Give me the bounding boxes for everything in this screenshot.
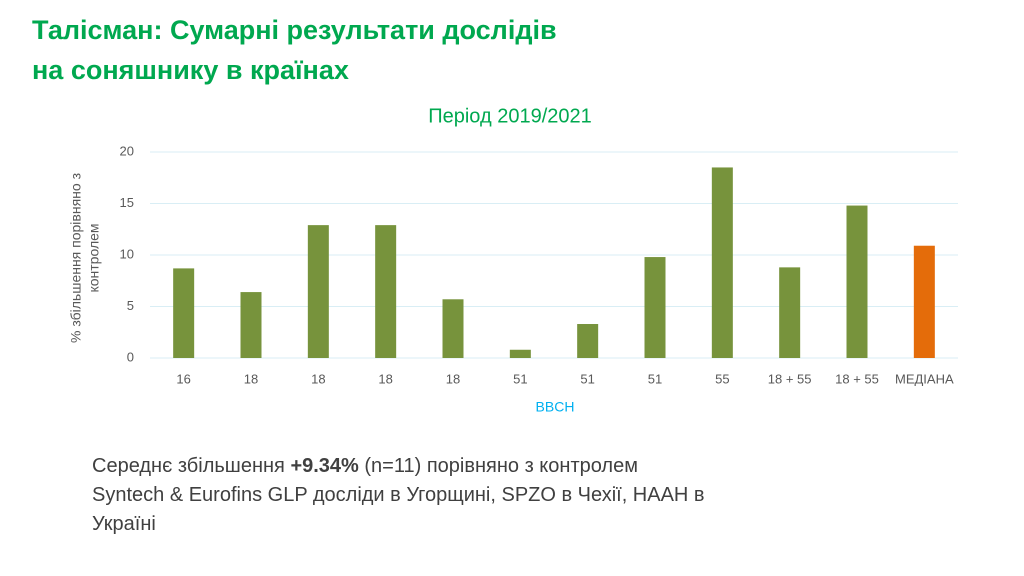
bar (913, 245, 935, 358)
notes: Середнє збільшення +9.34% (n=11) порівня… (92, 452, 732, 539)
bar (577, 324, 599, 358)
note-text: Середнє збільшення (92, 455, 291, 477)
x-tick-label: 18 (244, 371, 258, 386)
y-axis-title: % збільшення порівняно з контролем (68, 173, 102, 343)
y-axis-title-line: % збільшення порівняно з (68, 173, 84, 343)
slide-title: Талісман: Сумарні результати дослідів на… (32, 10, 557, 90)
y-tick-label: 0 (127, 349, 134, 364)
x-tick-label: 18 + 55 (768, 371, 812, 386)
x-tick-label: 55 (715, 371, 729, 386)
bar (240, 292, 262, 358)
bar (173, 268, 195, 358)
title-line: Талісман: Сумарні результати дослідів (32, 15, 557, 45)
bar (509, 349, 531, 358)
bar (779, 267, 801, 358)
x-tick-label: 18 (378, 371, 392, 386)
bar (307, 225, 329, 358)
y-tick-label: 10 (120, 246, 134, 261)
chart-subtitle: Період 2019/2021 (428, 105, 592, 127)
y-tick-label: 20 (120, 143, 134, 158)
bar (846, 205, 868, 358)
y-tick-label: 15 (120, 195, 134, 210)
note-text: +9.34% (290, 455, 359, 477)
bar (644, 257, 666, 358)
y-axis-title-line: контролем (86, 223, 102, 292)
x-tick-label: 16 (176, 371, 190, 386)
bar (711, 167, 733, 358)
x-tick-label: 18 (446, 371, 460, 386)
x-tick-label: 51 (513, 371, 527, 386)
x-tick-label: 18 + 55 (835, 371, 879, 386)
note: Syntech & Eurofins GLP досліди в Угорщин… (92, 481, 732, 539)
note-text: (n=11) порівняно з контролем (358, 455, 638, 477)
title-line: на соняшнику в країнах (32, 55, 349, 85)
x-tick-label: 51 (580, 371, 594, 386)
y-tick-label: 5 (127, 298, 134, 313)
x-tick-label: МЕДІАНА (895, 371, 954, 386)
note-text: Syntech & Eurofins GLP досліди в Угорщин… (92, 484, 711, 535)
note: Середнє збільшення +9.34% (n=11) порівня… (92, 452, 732, 481)
bar (375, 225, 397, 358)
x-tick-label: 18 (311, 371, 325, 386)
x-tick-label: 51 (648, 371, 662, 386)
x-axis-title: BBCH (536, 399, 575, 415)
chart: Період 2019/2021 BBCH % збільшення порів… (68, 105, 958, 415)
bar (442, 299, 464, 358)
